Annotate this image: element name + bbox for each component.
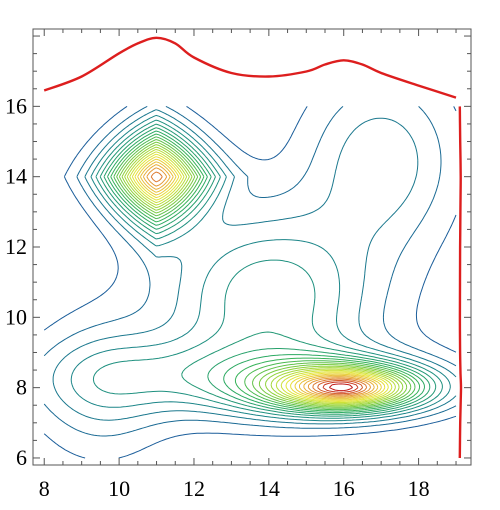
plot-frame <box>32 28 472 466</box>
y-tick-label: 8 <box>16 375 27 400</box>
contour-line-15 <box>126 149 396 405</box>
contour-line-13 <box>121 144 404 407</box>
contour-line-9 <box>110 133 421 412</box>
contour-line-26 <box>328 383 353 392</box>
contour-line-24 <box>317 380 364 395</box>
y-tick-label: 6 <box>16 445 27 470</box>
contour-line-20 <box>139 161 379 399</box>
x-tick-label: 12 <box>183 476 205 501</box>
x-tick-label: 16 <box>333 476 355 501</box>
contour-line-1 <box>43 105 457 459</box>
marginal-y-density <box>458 106 463 459</box>
x-tick-label: 18 <box>408 476 430 501</box>
marginal-x-density <box>43 36 457 99</box>
contour-line-10 <box>113 136 416 411</box>
contour-line-19 <box>137 158 382 400</box>
contour-line-18 <box>134 156 386 401</box>
y-tick-label: 12 <box>5 234 27 259</box>
x-tick-label: 14 <box>258 476 280 501</box>
contour-line-16 <box>129 151 393 403</box>
contour-line-8 <box>107 130 425 414</box>
contour-line-4 <box>70 114 451 422</box>
y-tick-label: 10 <box>5 304 27 329</box>
contour-line-11 <box>116 139 412 409</box>
x-tick-label: 10 <box>108 476 130 501</box>
x-tick-label: 8 <box>39 476 50 501</box>
contour-line-14 <box>124 146 400 406</box>
y-tick-label: 14 <box>5 164 27 189</box>
contour-line-7 <box>103 127 431 415</box>
contour-line-25 <box>322 381 359 393</box>
contour-line-5 <box>92 119 443 419</box>
contour-line-2 <box>43 105 457 437</box>
contour-line-23 <box>150 171 368 396</box>
marginal-layer <box>43 36 463 459</box>
contour-layer <box>43 105 457 459</box>
contour-line-3 <box>52 109 457 425</box>
contour-line-21 <box>142 164 375 398</box>
contour-line-12 <box>118 141 408 408</box>
contour-line-6 <box>99 123 437 417</box>
y-tick-label: 16 <box>5 93 27 118</box>
contour-line-17 <box>131 153 389 402</box>
contour-line-22 <box>146 167 372 397</box>
